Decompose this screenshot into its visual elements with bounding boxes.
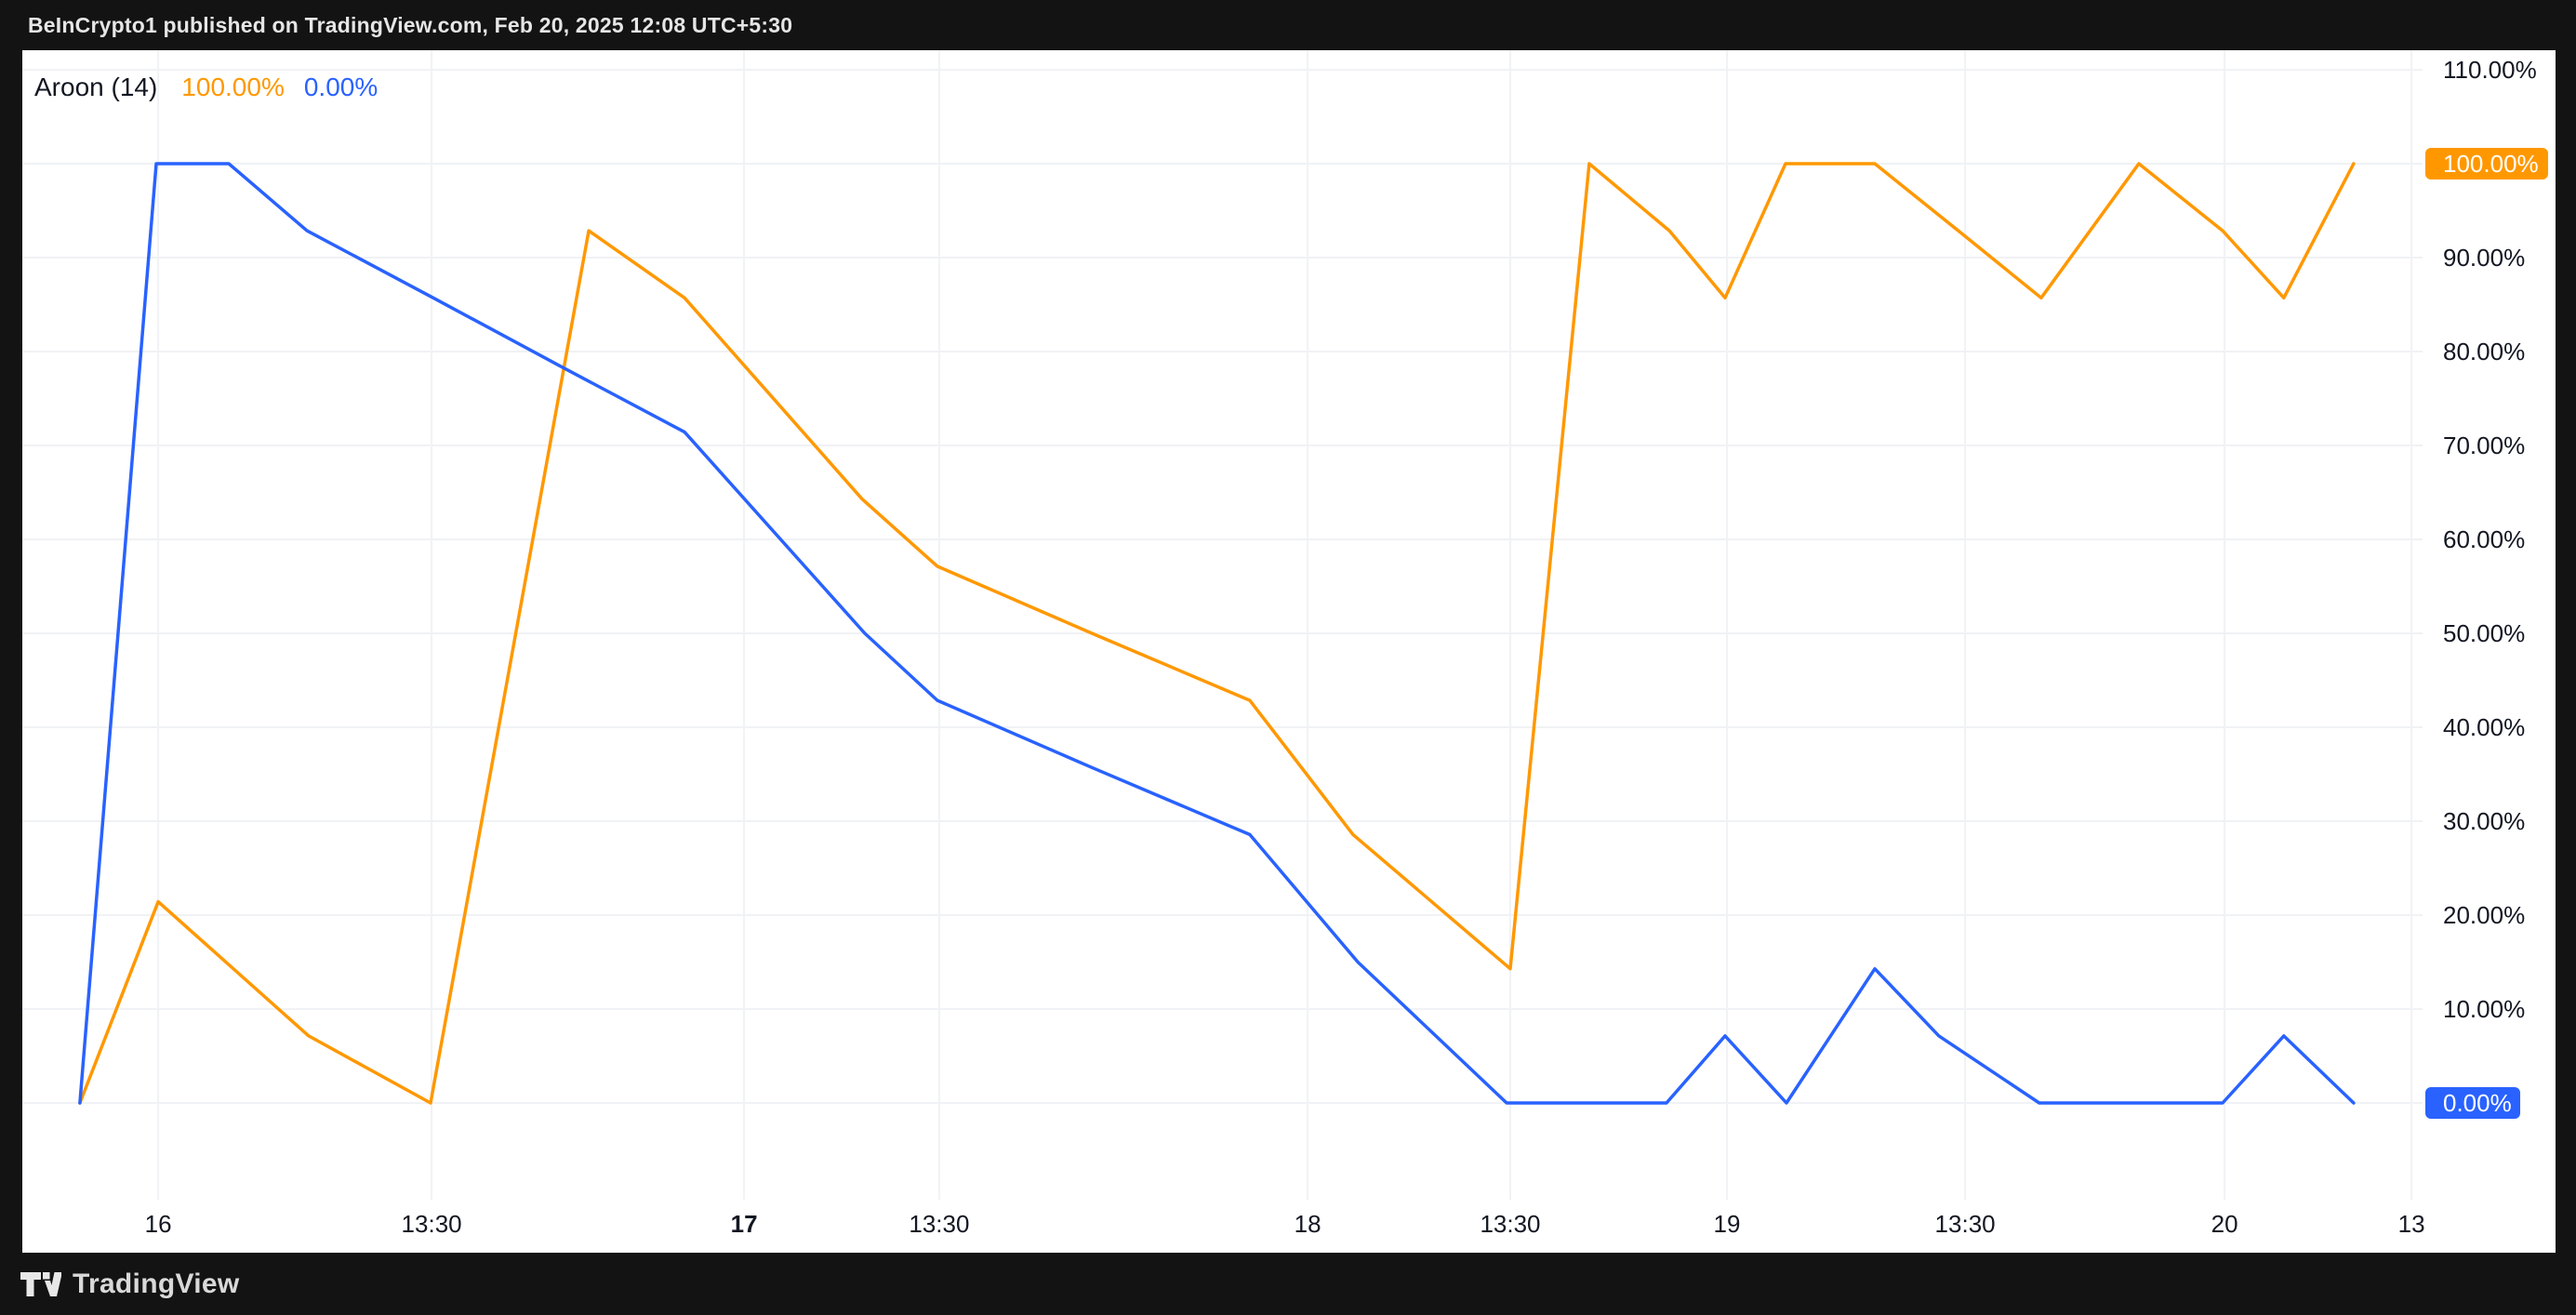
- y-axis-tick-label: 50.00%: [2443, 619, 2525, 647]
- aroon-chart-svg[interactable]: 110.00% 100.00% 90.00% 80.00% 70.00% 60.00% 50…: [22, 50, 2556, 1253]
- series-line-down: [78, 162, 2356, 1105]
- axis-price-badge-label: 100.00%: [2443, 150, 2539, 178]
- tradingview-footer: TradingView: [0, 1253, 2576, 1315]
- series-line-up: [78, 162, 2356, 1105]
- y-axis-tick-label: 80.00%: [2443, 338, 2525, 365]
- x-axis-tick-label: 13:30: [1935, 1210, 1996, 1238]
- chart-canvas[interactable]: 110.00% 100.00% 90.00% 80.00% 70.00% 60.00% 50…: [22, 50, 2556, 1253]
- indicator-legend: Aroon (14) 100.00% 0.00%: [34, 73, 378, 102]
- x-axis-tick-label: 13:30: [1480, 1210, 1540, 1238]
- y-axis-tick-label: 90.00%: [2443, 244, 2525, 272]
- x-axis-tick-label: 13:30: [402, 1210, 462, 1238]
- y-axis-tick-label: 60.00%: [2443, 525, 2525, 553]
- indicator-name-label: Aroon (14): [34, 73, 158, 101]
- x-axis-tick-label: 13:30: [909, 1210, 969, 1238]
- aroon-up-value-label: 100.00%: [181, 73, 285, 101]
- attribution-header: BeInCrypto1 published on TradingView.com…: [0, 0, 2576, 50]
- y-axis-tick-label: 70.00%: [2443, 432, 2525, 459]
- x-axis-tick-label: 17: [731, 1210, 758, 1238]
- aroon-down-value-label: 0.00%: [303, 73, 378, 101]
- y-axis-tick-label: 110.00%: [2443, 56, 2537, 84]
- x-axis-tick-label: 18: [1295, 1210, 1321, 1238]
- axis-price-badge-up: [2425, 148, 2548, 179]
- attribution-text: BeInCrypto1 published on TradingView.com…: [28, 12, 793, 37]
- y-axis-tick-label: 20.00%: [2443, 901, 2525, 929]
- tradingview-logo-icon[interactable]: [20, 1270, 61, 1298]
- axis-price-badge-down: [2425, 1087, 2520, 1119]
- y-axis-tick-label: 40.00%: [2443, 713, 2525, 741]
- axis-price-badge-label: 0.00%: [2443, 1089, 2512, 1117]
- y-axis-tick-label: 30.00%: [2443, 807, 2525, 835]
- tradingview-wordmark[interactable]: TradingView: [73, 1268, 240, 1299]
- x-axis-tick-label: 16: [145, 1210, 172, 1238]
- x-axis-tick-label: 13: [2398, 1210, 2425, 1238]
- x-axis-tick-label: 20: [2211, 1210, 2238, 1238]
- x-axis-tick-label: 19: [1714, 1210, 1741, 1238]
- y-axis-tick-label: 10.00%: [2443, 995, 2525, 1023]
